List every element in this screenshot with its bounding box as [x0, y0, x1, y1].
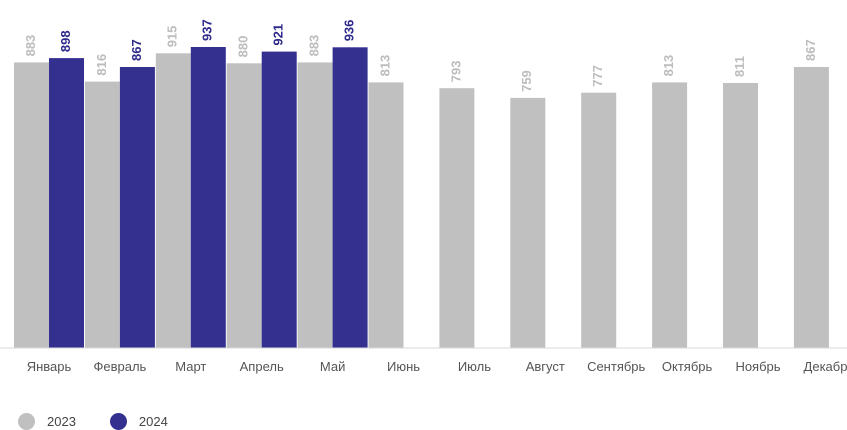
bar-2023-10[interactable]	[723, 83, 758, 348]
x-tick-label-2: Март	[175, 359, 206, 374]
x-tick-label-4: Май	[320, 359, 345, 374]
x-tick-label-10: Ноябрь	[735, 359, 780, 374]
value-label-2023-5: 813	[377, 55, 392, 77]
value-label-2023-8: 777	[590, 65, 605, 87]
value-label-2023-0: 883	[23, 35, 38, 57]
legend-item-2023[interactable]: 2023	[18, 413, 76, 430]
value-label-2024-1: 867	[129, 39, 144, 61]
value-label-2023-2: 915	[165, 26, 180, 48]
value-label-2023-10: 811	[732, 56, 747, 77]
bar-2024-1[interactable]	[119, 67, 155, 348]
legend-label-2024: 2024	[138, 414, 168, 429]
x-tick-label-7: Август	[526, 359, 565, 374]
legend: 2023 2024	[18, 413, 168, 430]
bar-2023-9[interactable]	[652, 82, 688, 349]
bar-2023-0[interactable]	[14, 62, 49, 349]
bar-2024-3[interactable]	[261, 51, 297, 348]
value-label-2024-2: 937	[200, 19, 215, 41]
value-label-2024-3: 921	[271, 24, 286, 46]
x-axis-ticks: Январь Февраль Март Апрель Май Июнь Июль Август…	[27, 359, 847, 374]
bar-2023-7[interactable]	[510, 97, 546, 349]
legend-item-2024[interactable]: 2024	[109, 413, 168, 430]
x-tick-label-0: Январь	[27, 359, 72, 374]
value-label-2023-9: 813	[661, 55, 676, 77]
bar-2023-11[interactable]	[793, 67, 829, 348]
value-label-2023-3: 880	[236, 36, 251, 58]
bar-2023-3[interactable]	[226, 63, 262, 349]
value-label-2024-4: 936	[342, 20, 357, 42]
legend-label-2023: 2023	[47, 414, 76, 429]
bar-2024-0[interactable]	[49, 58, 84, 348]
x-tick-label-6: Июль	[458, 359, 491, 374]
value-label-2023-1: 816	[94, 54, 109, 76]
bar-2023-6[interactable]	[439, 88, 475, 348]
x-tick-label-1: Февраль	[93, 359, 146, 374]
value-label-2023-6: 793	[448, 60, 463, 82]
bars-layer	[14, 47, 829, 349]
value-label-2023-11: 867	[803, 39, 818, 61]
bar-2023-1[interactable]	[84, 81, 120, 348]
bar-2023-4[interactable]	[297, 62, 333, 349]
bar-2024-4[interactable]	[332, 47, 368, 349]
x-tick-label-11: Декабрь	[804, 359, 847, 374]
value-labels-layer: 883 898 816 867 915 937 880 921 883 936 813 793 759 7…	[23, 19, 818, 92]
x-tick-label-5: Июнь	[387, 359, 420, 374]
legend-swatch-2024	[109, 413, 127, 430]
bar-2024-2[interactable]	[190, 47, 226, 348]
x-tick-label-9: Октябрь	[662, 359, 713, 374]
value-label-2023-7: 759	[519, 70, 534, 92]
x-tick-label-3: Апрель	[240, 359, 284, 374]
value-label-2024-0: 898	[58, 30, 73, 52]
x-tick-label-8: Сентябрь	[587, 359, 645, 374]
bar-2023-5[interactable]	[368, 82, 404, 349]
legend-swatch-2023	[18, 413, 35, 430]
bar-2023-2[interactable]	[155, 53, 191, 349]
value-label-2023-4: 883	[307, 35, 322, 57]
bar-2023-8[interactable]	[581, 92, 617, 348]
